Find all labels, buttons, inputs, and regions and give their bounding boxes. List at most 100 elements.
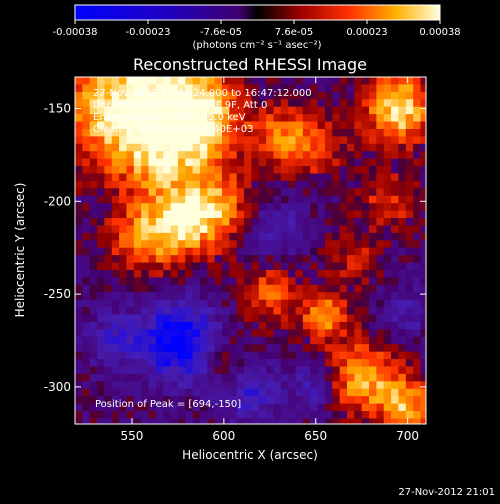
heatmap-cell <box>317 269 326 279</box>
heatmap-cell <box>383 225 392 234</box>
heatmap-cell <box>266 373 275 382</box>
heatmap-cell <box>266 255 275 264</box>
heatmap-cell <box>199 388 208 397</box>
heatmap-cell <box>236 77 245 86</box>
heatmap-cell <box>369 262 377 271</box>
heatmap-cell <box>273 232 282 241</box>
heatmap-cell <box>104 77 113 86</box>
heatmap-cell <box>251 218 260 227</box>
heatmap-cell <box>295 321 304 330</box>
heatmap-cell <box>369 195 377 204</box>
heatmap-cell <box>295 166 304 175</box>
heatmap-cell <box>354 418 363 424</box>
heatmap-cell <box>317 240 326 249</box>
heatmap-cell <box>273 188 282 197</box>
heatmap-cell <box>405 351 414 360</box>
heatmap-cell <box>258 359 267 368</box>
heatmap-cell <box>332 121 341 130</box>
heatmap-cell <box>236 188 245 197</box>
heatmap-cell <box>413 396 422 405</box>
heatmap-cell <box>97 307 106 316</box>
heatmap-cell <box>310 91 319 100</box>
heatmap-cell <box>369 396 377 405</box>
heatmap-cell <box>155 307 164 316</box>
heatmap-cell <box>89 329 98 338</box>
heatmap-cell <box>376 373 385 382</box>
heatmap-cell <box>163 99 172 108</box>
heatmap-cell <box>295 262 304 271</box>
heatmap-cell <box>346 240 355 249</box>
heatmap-cell <box>97 218 106 227</box>
heatmap-cell <box>192 77 201 86</box>
heatmap-cell <box>214 166 223 175</box>
heatmap-cell <box>75 166 83 175</box>
heatmap-cell <box>185 307 194 316</box>
heatmap-cell <box>141 284 150 293</box>
heatmap-cell <box>222 307 230 316</box>
heatmap-cell <box>229 418 238 424</box>
heatmap-cell <box>148 151 157 160</box>
heatmap-cell <box>104 143 113 152</box>
heatmap-cell <box>339 173 348 182</box>
heatmap-cell <box>251 418 260 424</box>
heatmap-cell <box>222 91 230 100</box>
heatmap-cell <box>251 269 260 279</box>
heatmap-cell <box>82 203 91 212</box>
heatmap-cell <box>346 91 355 100</box>
heatmap-cell <box>141 173 150 182</box>
heatmap-cell <box>119 321 128 330</box>
heatmap-cell <box>376 366 385 375</box>
heatmap-cell <box>155 151 164 160</box>
heatmap-cell <box>177 77 186 86</box>
heatmap-cell <box>295 411 304 420</box>
heatmap-cell <box>192 247 201 256</box>
colorbar-tick-label: -0.00038 <box>53 27 98 38</box>
heatmap-cell <box>258 344 267 353</box>
heatmap-cell <box>141 255 150 264</box>
heatmap-cell <box>288 210 297 219</box>
heatmap-cell <box>97 91 106 100</box>
heatmap-cell <box>405 91 414 100</box>
heatmap-cell <box>258 151 267 160</box>
heatmap-cell <box>119 292 128 301</box>
heatmap-cell <box>192 84 201 93</box>
heatmap-cell <box>266 99 275 108</box>
heatmap-cell <box>82 284 91 293</box>
heatmap-cell <box>133 373 142 382</box>
heatmap-cell <box>346 321 355 330</box>
heatmap-cell <box>376 195 385 204</box>
heatmap-cell <box>376 336 385 345</box>
heatmap-cell <box>295 366 304 375</box>
heatmap-cell <box>332 225 341 234</box>
heatmap-cell <box>324 106 333 115</box>
colorbar-tick-label: 0.00038 <box>419 27 460 38</box>
heatmap-cell <box>428 159 436 167</box>
heatmap-cell <box>177 128 186 137</box>
heatmap-cell <box>177 299 186 308</box>
heatmap-cell <box>324 188 333 197</box>
heatmap-cell <box>170 381 179 390</box>
heatmap-cell <box>398 99 407 108</box>
heatmap-cell <box>236 366 245 375</box>
heatmap-cell <box>148 373 157 382</box>
heatmap-cell <box>361 284 370 293</box>
heatmap-cell <box>170 114 179 123</box>
heatmap-cell <box>310 292 319 301</box>
heatmap-cell <box>244 366 253 375</box>
heatmap-cell <box>405 106 414 115</box>
heatmap-cell <box>155 344 164 353</box>
heatmap-cell <box>339 359 348 368</box>
heatmap-cell <box>383 84 392 93</box>
heatmap-cell <box>369 381 377 390</box>
heatmap-cell <box>310 396 319 405</box>
heatmap-cell <box>126 99 135 108</box>
heatmap-cell <box>244 188 253 197</box>
heatmap-cell <box>119 77 128 86</box>
heatmap-cell <box>244 418 253 424</box>
heatmap-cell <box>332 344 341 353</box>
heatmap-cell <box>119 344 128 353</box>
heatmap-cell <box>288 158 297 167</box>
heatmap-cell <box>369 143 377 152</box>
heatmap-cell <box>199 128 208 137</box>
heatmap-cell <box>398 351 407 360</box>
